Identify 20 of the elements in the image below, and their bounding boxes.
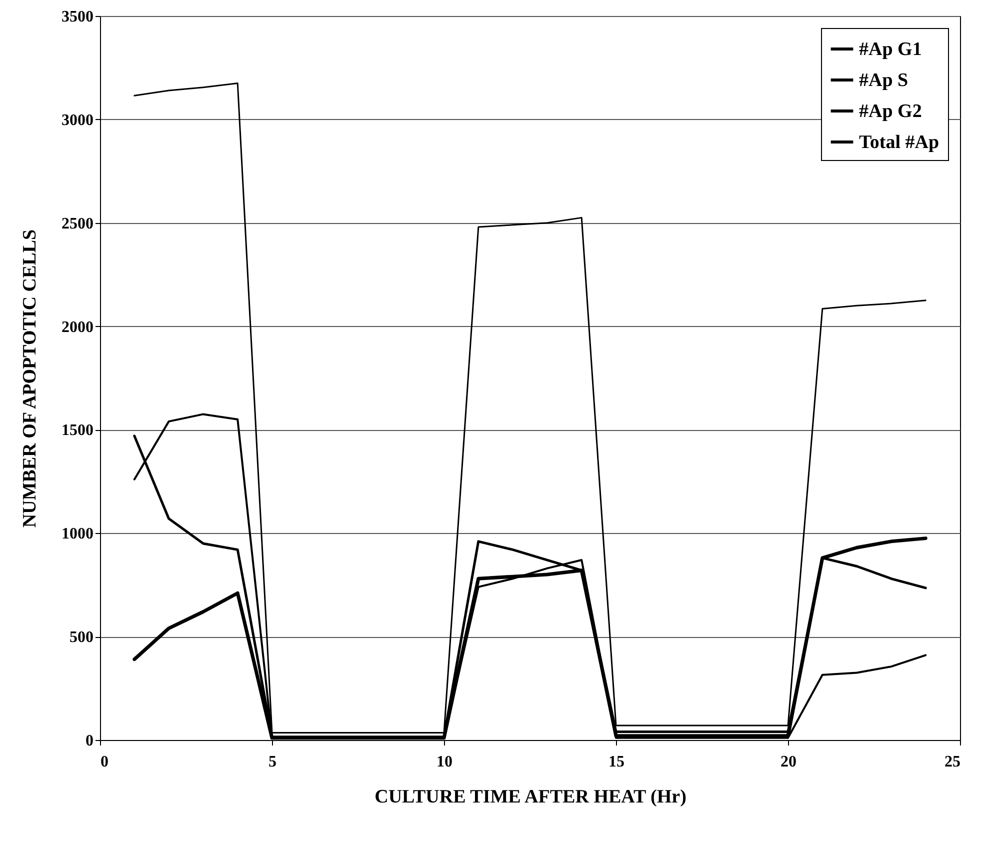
y-axis-title: NUMBER OF APOPTOTIC CELLS [20,229,40,528]
x-tick-label: 25 [944,754,960,770]
y-tick-label: 1000 [62,526,94,543]
y-tick-label: 1500 [62,422,94,440]
y-tick-label: 0 [86,732,94,750]
x-axis-title: CULTURE TIME AFTER HEAT (Hr) [374,786,686,808]
x-tick-label: 20 [780,754,796,770]
y-tick-label: 3000 [62,112,94,129]
legend-label: Total #Ap [859,132,940,153]
y-tick-label: 2000 [62,318,94,336]
x-tick-label: 15 [608,754,624,770]
y-tick-label: 3500 [62,8,94,26]
x-tick-label: 0 [100,754,108,770]
legend-label: #Ap S [859,70,908,91]
legend-label: #Ap G1 [859,39,922,60]
x-tick-label: 10 [436,754,452,770]
y-tick-label: 500 [70,629,94,646]
x-tick-label: 5 [268,754,276,770]
legend-label: #Ap G2 [859,101,922,122]
y-tick-label: 2500 [62,215,94,232]
